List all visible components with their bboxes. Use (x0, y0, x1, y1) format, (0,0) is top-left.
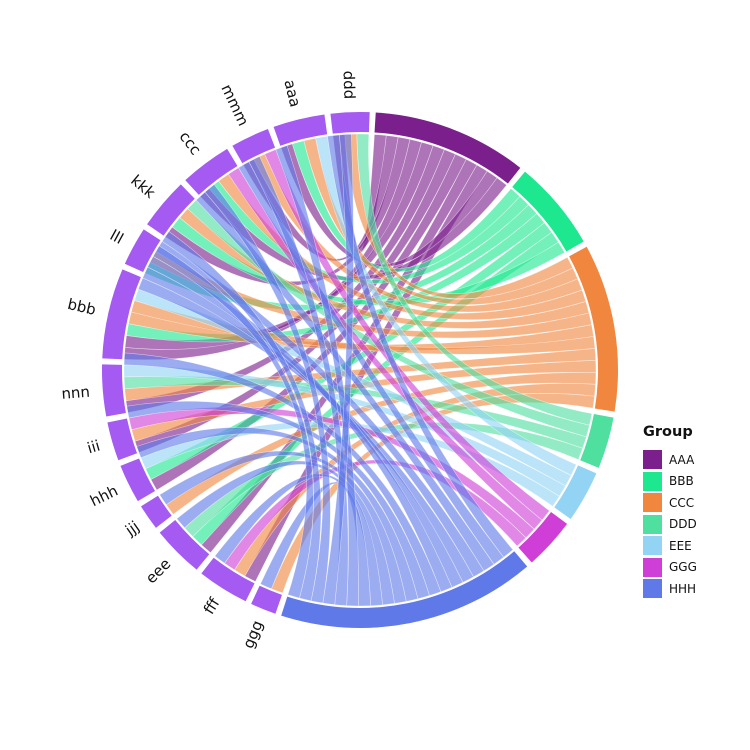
legend-label: EEE (669, 538, 692, 553)
arc-iii (107, 418, 138, 461)
arc-aaa (273, 114, 328, 146)
label-kkk: kkk (127, 171, 159, 202)
arc-kkk (147, 184, 195, 236)
arc-lll (124, 229, 161, 273)
arc-layer (101, 111, 618, 628)
arc-ggg (251, 585, 282, 614)
legend-swatch (643, 493, 662, 513)
ribbon-eee-aaa (315, 135, 577, 476)
label-nnn: nnn (61, 383, 91, 403)
arc-ccc (569, 246, 618, 412)
legend-label: BBB (669, 474, 694, 489)
legend-item-bbb: BBB (643, 471, 697, 493)
ribbon-hhh-aaa (327, 134, 514, 558)
legend-item-ddd: DDD (643, 514, 697, 536)
label-hhh: hhh (87, 482, 121, 511)
legend-label: CCC (669, 495, 695, 510)
ribbon-bbb-hhh (145, 222, 553, 480)
label-fff: fff (200, 594, 224, 617)
arc-bbb (102, 269, 141, 360)
arc-hhh (281, 551, 528, 628)
label-bbb: bbb (66, 295, 98, 319)
ribbon-ccc-ccc (218, 173, 587, 320)
ribbon-ggg-mmm (264, 149, 550, 521)
ribbon-ddd-ddd (356, 133, 593, 426)
label-jjj: jjj (121, 517, 142, 539)
legend-label: HHH (669, 581, 697, 596)
legend-label: GGG (669, 560, 697, 575)
legend-swatch (643, 471, 662, 491)
legend-item-ccc: CCC (643, 492, 697, 514)
label-mmm: mmm (217, 81, 252, 128)
ribbon-aaa-eee (201, 158, 478, 554)
legend-item-hhh: HHH (643, 578, 697, 600)
legend: Group AAA BBB CCC DDD EEE GGG HHH (643, 424, 697, 600)
legend-swatch (643, 514, 662, 534)
ribbon-hhh-kkk (204, 184, 331, 604)
legend-item-aaa: AAA (643, 449, 697, 471)
label-eee: eee (142, 555, 174, 587)
label-ccc: ccc (176, 128, 205, 159)
arc-eee (159, 520, 210, 570)
legend-label: AAA (669, 452, 695, 467)
ribbon-hhh-bbb (152, 245, 314, 599)
ribbon-hhh-bbb (147, 255, 453, 593)
arc-ddd (330, 111, 370, 134)
label-ggg: ggg (239, 618, 266, 651)
label-lll: lll (107, 226, 127, 248)
label-iii: iii (85, 437, 102, 458)
arc-ccc (185, 148, 238, 195)
arc-ddd (580, 413, 614, 468)
ribbon-hhh-aaa (322, 133, 354, 605)
ribbon-ccc-nnn (124, 348, 597, 402)
ribbon-layer (123, 133, 597, 607)
arc-ggg (518, 511, 568, 563)
label-ddd: ddd (339, 70, 358, 99)
ribbon-hhh-kkk (195, 191, 495, 572)
ribbon-ddd-kkk (187, 199, 590, 438)
arc-fff (201, 557, 255, 602)
arc-jjj (140, 495, 172, 528)
arc-bbb (512, 171, 584, 252)
arc-mmm (232, 129, 276, 164)
legend-item-ggg: GGG (643, 557, 697, 579)
legend-swatch (643, 579, 662, 599)
arc-nnn (101, 364, 126, 417)
legend-swatch (643, 557, 662, 577)
legend-swatch (643, 450, 662, 470)
label-aaa: aaa (280, 78, 304, 109)
arc-hhh (120, 458, 156, 502)
legend-title: Group (643, 424, 693, 440)
legend-items: AAA BBB CCC DDD EEE GGG HHH (643, 449, 697, 600)
arc-aaa (374, 112, 521, 184)
legend-label: DDD (669, 517, 697, 532)
legend-swatch (643, 536, 662, 556)
arc-eee (554, 465, 597, 519)
legend-item-eee: EEE (643, 535, 697, 557)
ribbon-hhh-ccc (238, 161, 505, 565)
ribbon-eee-bbb (134, 288, 572, 487)
